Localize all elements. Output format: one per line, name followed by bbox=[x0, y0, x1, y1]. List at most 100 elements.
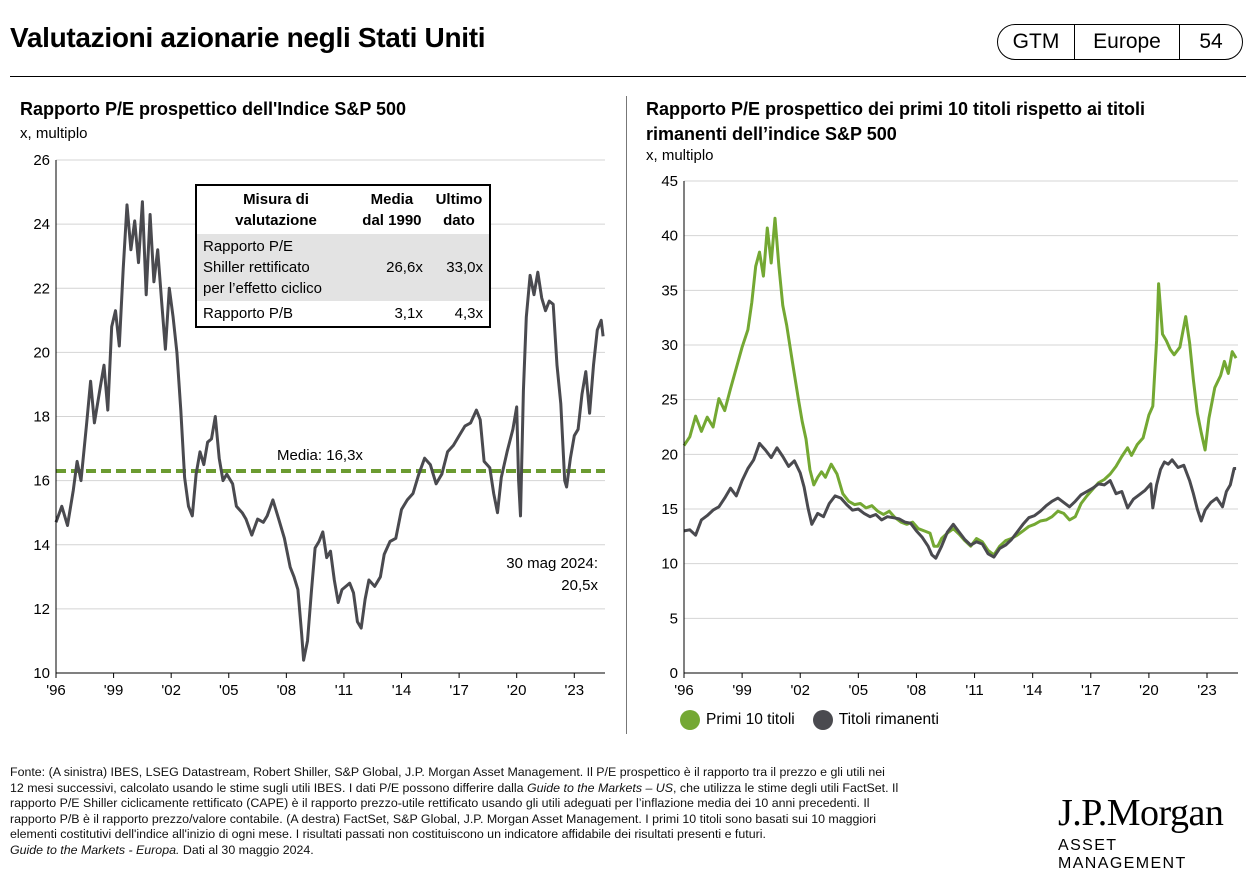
footnote-line: Guide to the Markets - Europa. Dati al 3… bbox=[10, 843, 1020, 859]
x-tick-label: '23 bbox=[565, 682, 585, 699]
jpmorgan-logo: J.P.Morgan ASSET MANAGEMENT bbox=[1058, 793, 1248, 873]
table-row: Rapporto P/B 3,1x 4,3x bbox=[196, 301, 490, 327]
table-header-text: dato bbox=[443, 212, 475, 229]
left-chart-unit: x, multiplo bbox=[20, 125, 88, 142]
panel-divider bbox=[626, 96, 627, 734]
y-tick-label: 30 bbox=[661, 337, 678, 354]
left-chart-title: Rapporto P/E prospettico dell'Indice S&P… bbox=[20, 99, 407, 119]
y-tick-label: 45 bbox=[661, 173, 678, 190]
legend-dot-remaining-icon bbox=[812, 710, 833, 730]
x-tick-label: '05 bbox=[219, 682, 239, 699]
x-tick-label: '96 bbox=[674, 682, 694, 699]
y-tick-label: 15 bbox=[661, 501, 678, 518]
right-axes: 0 5 10 15 20 25 30 35 40 45 '96 '99 '02 '05 '08 '11 '14 '… bbox=[661, 173, 1238, 699]
right-chart-unit: x, multiplo bbox=[646, 147, 714, 164]
x-tick-label: '23 bbox=[1197, 682, 1217, 699]
right-chart-title-line: rimanenti dell’indice S&P 500 bbox=[646, 124, 897, 144]
right-series bbox=[682, 216, 1238, 560]
table-row-label: Rapporto P/E Shiller rettificato per l’e… bbox=[196, 234, 355, 301]
table-header-row: Misura di valutazione Media dal 1990 Ult… bbox=[196, 185, 490, 234]
y-tick-label: 20 bbox=[33, 344, 50, 361]
gtm-badge: GTM Europe 54 bbox=[997, 24, 1243, 60]
footnote-text: , che utilizza le stime degli utili Fact… bbox=[673, 780, 899, 795]
page-title: Valutazioni azionarie negli Stati Uniti bbox=[10, 22, 486, 53]
logo-wordmark: J.P.Morgan bbox=[1058, 792, 1224, 834]
y-tick-label: 25 bbox=[661, 392, 678, 409]
table-cell-text: Shiller rettificato bbox=[203, 259, 310, 276]
x-tick-label: '20 bbox=[1139, 682, 1159, 699]
y-tick-label: 22 bbox=[33, 280, 50, 297]
x-tick-label: '02 bbox=[790, 682, 810, 699]
table-header-last: Ultimo dato bbox=[429, 185, 490, 234]
x-tick-label: '99 bbox=[104, 682, 124, 699]
series-line-1 bbox=[54, 200, 605, 662]
badge-region: Europe bbox=[1075, 25, 1180, 59]
table-cell-average: 26,6x bbox=[355, 234, 429, 301]
y-tick-label: 35 bbox=[661, 282, 678, 299]
x-tick-label: '08 bbox=[277, 682, 297, 699]
y-tick-label: 0 bbox=[670, 665, 678, 682]
source-footnote: Fonte: (A sinistra) IBES, LSEG Datastrea… bbox=[10, 765, 1020, 859]
right-chart-title: Rapporto P/E prospettico dei primi 10 ti… bbox=[646, 97, 1145, 147]
footnote-line: elementi costitutivi dell'indice all'ini… bbox=[10, 827, 766, 842]
logo-subtitle: ASSET MANAGEMENT bbox=[1058, 837, 1187, 872]
x-tick-label: '05 bbox=[849, 682, 869, 699]
left-series bbox=[54, 200, 605, 662]
y-tick-label: 16 bbox=[33, 473, 50, 490]
y-tick-label: 26 bbox=[33, 152, 50, 169]
footnote-italic: Guide to the Markets – US bbox=[527, 780, 674, 795]
x-tick-label: '14 bbox=[1023, 682, 1043, 699]
legend-label-top10: Primi 10 titoli bbox=[706, 711, 795, 728]
footnote-line: Fonte: (A sinistra) IBES, LSEG Datastrea… bbox=[10, 765, 885, 779]
y-tick-label: 24 bbox=[33, 216, 50, 233]
table-cell-last: 33,0x bbox=[428, 234, 490, 301]
table-cell-last: 4,3x bbox=[454, 305, 483, 322]
x-tick-label: '96 bbox=[46, 682, 66, 699]
table-header-text: valutazione bbox=[235, 212, 317, 229]
table-header-text: Media bbox=[370, 191, 414, 208]
footnote-line: rapporto P/B è il rapporto prezzo/valore… bbox=[10, 811, 876, 826]
y-tick-label: 14 bbox=[33, 537, 50, 554]
y-tick-label: 10 bbox=[33, 665, 50, 682]
last-value-label-line1: 30 mag 2024: bbox=[506, 555, 598, 572]
badge-gtm: GTM bbox=[998, 25, 1075, 59]
table-cell-text: per l’effetto ciclico bbox=[203, 280, 322, 297]
x-tick-label: '02 bbox=[161, 682, 181, 699]
right-grid bbox=[684, 180, 1238, 619]
y-tick-label: 40 bbox=[661, 228, 678, 245]
x-tick-label: '17 bbox=[449, 682, 469, 699]
x-tick-label: '08 bbox=[907, 682, 927, 699]
table-cell-average: 3,1x bbox=[394, 305, 423, 322]
right-chart-title-line: Rapporto P/E prospettico dei primi 10 ti… bbox=[646, 99, 1146, 119]
right-pe-chart: 0 5 10 15 20 25 30 35 40 45 '96 '99 '02 '05 '08 '11 '14 '… bbox=[661, 173, 1238, 699]
footnote-line: rapporto P/E Shiller ciclicamente rettif… bbox=[10, 796, 870, 811]
y-tick-label: 12 bbox=[33, 601, 50, 618]
y-tick-label: 5 bbox=[670, 610, 678, 627]
x-tick-label: '20 bbox=[507, 682, 527, 699]
table-row: Rapporto P/E Shiller rettificato per l’e… bbox=[196, 234, 490, 301]
table-header-text: dal 1990 bbox=[362, 212, 422, 229]
table-header-text: Ultimo bbox=[435, 191, 483, 208]
table-header-average: Media dal 1990 bbox=[355, 185, 429, 234]
left-axes: 10 12 14 16 18 20 22 24 26 '96 '99 '02 '05 '08 '11 '14 '… bbox=[33, 152, 605, 699]
legend-dot-top10-icon bbox=[680, 710, 700, 730]
footnote-text: 12 mesi successivi, calcolato usando le … bbox=[10, 780, 527, 795]
left-pe-chart: 10 12 14 16 18 20 22 24 26 '96 '99 '02 '05 '08 '11 '14 '… bbox=[33, 152, 605, 699]
right-legend: Primi 10 titoli Titoli rimanenti bbox=[680, 710, 939, 730]
series-line-2 bbox=[683, 441, 1237, 560]
y-tick-label: 18 bbox=[33, 409, 50, 426]
last-value-label-line2: 20,5x bbox=[561, 577, 598, 594]
x-tick-label: '17 bbox=[1081, 682, 1101, 699]
legend-label-remaining: Titoli rimanenti bbox=[838, 711, 939, 728]
table-cell-text: Rapporto P/E bbox=[203, 238, 294, 255]
x-tick-label: '11 bbox=[335, 682, 353, 699]
table-row-label: Rapporto P/B bbox=[196, 301, 355, 327]
average-label: Media: 16,3x bbox=[277, 447, 363, 464]
table-cell-text: Rapporto P/B bbox=[203, 305, 294, 322]
footnote-italic: Guide to the Markets - Europa. bbox=[10, 842, 180, 857]
valuation-table: Misura di valutazione Media dal 1990 Ult… bbox=[195, 184, 491, 328]
badge-page-number: 54 bbox=[1199, 30, 1223, 53]
y-tick-label: 20 bbox=[661, 446, 678, 463]
x-tick-label: '99 bbox=[732, 682, 752, 699]
x-tick-label: '11 bbox=[965, 682, 983, 699]
